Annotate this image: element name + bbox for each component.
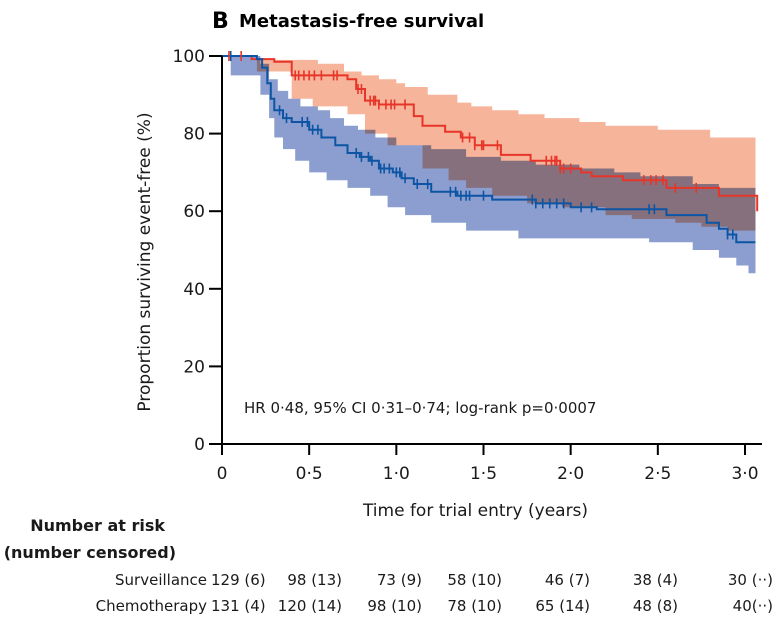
x-ticks: 0 0·5 1·0 1·5 2·0 2·5 3·0 — [217, 444, 759, 484]
x-tick-label: 3·0 — [731, 464, 758, 484]
risk-cell: 98 (13) — [287, 571, 342, 589]
title-text: Metastasis-free survival — [239, 11, 484, 32]
x-tick-label: 0·5 — [296, 464, 323, 484]
curve-surveillance — [222, 55, 759, 212]
x-tick-label: 0 — [217, 464, 228, 484]
risk-cell: 38 (4) — [633, 571, 678, 589]
risk-row-label: Chemotherapy — [96, 597, 207, 615]
risk-heading-1: Number at risk — [30, 516, 165, 535]
risk-cell: 48 (8) — [633, 597, 678, 615]
x-tick-label: 1·0 — [383, 464, 410, 484]
hr-annotation: HR 0·48, 95% CI 0·31–0·74; log-rank p=0·… — [244, 399, 596, 417]
risk-cell: 58 (10) — [447, 571, 502, 589]
y-axis-label: Proportion surviving event-free (%) — [135, 112, 155, 411]
risk-cell: 120 (14) — [278, 597, 342, 615]
risk-row-label: Surveillance — [115, 571, 207, 589]
risk-cell: 78 (10) — [447, 597, 502, 615]
y-tick-label: 80 — [183, 125, 205, 145]
risk-cell: 131 (4) — [211, 597, 266, 615]
risk-cell: 65 (14) — [535, 597, 590, 615]
panel-letter: B — [212, 9, 229, 34]
ci-bands — [222, 56, 756, 274]
risk-cell: 40(··) — [733, 597, 773, 615]
x-tick-label: 1·5 — [470, 464, 497, 484]
y-tick-label: 60 — [183, 202, 205, 222]
x-axis-label: Time for trial entry (years) — [362, 501, 588, 521]
risk-heading-2: (number censored) — [4, 543, 176, 562]
y-tick-label: 40 — [183, 280, 205, 300]
x-tick-label: 2·5 — [644, 464, 671, 484]
survival-curves — [222, 55, 759, 244]
y-ticks: 0 20 40 60 80 100 — [173, 47, 222, 455]
risk-cell: 46 (7) — [545, 571, 590, 589]
censor-marks — [228, 51, 734, 240]
risk-cell: 30 (··) — [728, 571, 773, 589]
risk-table: Number at risk (number censored) Surveil… — [4, 516, 773, 615]
risk-cell: 98 (10) — [367, 597, 422, 615]
risk-cell: 73 (9) — [377, 571, 422, 589]
y-tick-label: 100 — [173, 47, 205, 67]
x-tick-label: 2·0 — [557, 464, 584, 484]
chart-title: B Metastasis-free survival — [212, 9, 484, 34]
y-tick-label: 0 — [194, 435, 205, 455]
risk-cell: 129 (6) — [211, 571, 266, 589]
y-tick-label: 20 — [183, 357, 205, 377]
axes — [209, 56, 762, 445]
curve-chemotherapy — [222, 55, 756, 244]
